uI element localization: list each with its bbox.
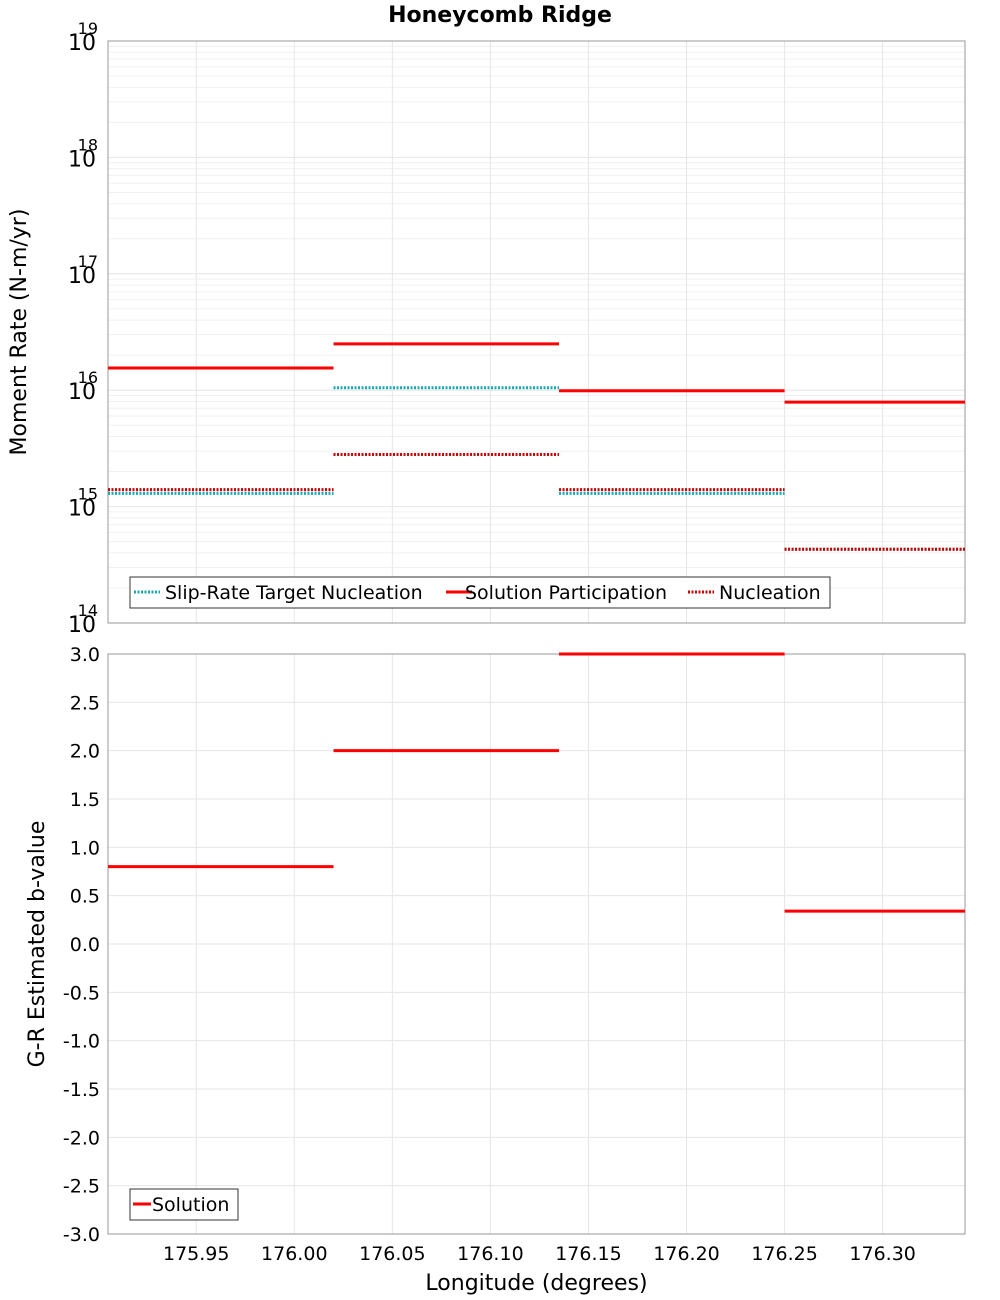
y-tick-label: 10 bbox=[68, 613, 96, 638]
y-tick-label: -2.0 bbox=[63, 1127, 100, 1149]
y-tick-label: -2.5 bbox=[63, 1176, 100, 1198]
x-tick-label: 176.05 bbox=[359, 1243, 425, 1265]
y-tick-label: 3.0 bbox=[70, 644, 100, 666]
legend-label: Slip-Rate Target Nucleation bbox=[165, 582, 423, 604]
legend: Slip-Rate Target Nucleation Solution Part… bbox=[129, 576, 831, 609]
legend: Solution bbox=[129, 1188, 239, 1221]
y-tick-exponent: 18 bbox=[78, 135, 98, 154]
x-tick-label: 176.30 bbox=[849, 1243, 915, 1265]
y-tick-label: 10 bbox=[68, 147, 96, 172]
legend-label: Nucleation bbox=[719, 582, 821, 604]
y-tick-exponent: 15 bbox=[78, 485, 98, 504]
x-tick-label: 175.95 bbox=[163, 1243, 229, 1265]
y-tick-label: 10 bbox=[68, 497, 96, 522]
x-tick-label: 176.00 bbox=[261, 1243, 327, 1265]
y-tick-exponent: 17 bbox=[78, 252, 98, 271]
y-tick-exponent: 16 bbox=[78, 368, 98, 387]
x-tick-label: 176.20 bbox=[653, 1243, 719, 1265]
plot-frame bbox=[107, 40, 966, 624]
x-axis-label: Longitude (degrees) bbox=[425, 1271, 647, 1296]
y-axis-label: G-R Estimated b-value bbox=[25, 821, 50, 1068]
chart-title: Honeycomb Ridge bbox=[388, 3, 612, 28]
legend-label: Solution bbox=[152, 1194, 229, 1216]
y-tick-label: 2.5 bbox=[70, 692, 100, 714]
y-axis-label: Moment Rate (N-m/yr) bbox=[7, 209, 32, 456]
legend-label: Solution Participation bbox=[465, 582, 667, 604]
plot-frame bbox=[107, 653, 966, 1235]
y-tick-label: -1.5 bbox=[63, 1079, 100, 1101]
y-tick-label: 1.5 bbox=[70, 789, 100, 811]
y-tick-label: 0.5 bbox=[70, 886, 100, 908]
y-tick-label: 0.0 bbox=[70, 934, 100, 956]
y-tick-exponent: 14 bbox=[78, 601, 98, 620]
y-tick-label: 10 bbox=[68, 31, 96, 56]
y-tick-label: -3.0 bbox=[63, 1224, 100, 1246]
y-tick-label: 1.0 bbox=[70, 837, 100, 859]
y-tick-exponent: 19 bbox=[78, 19, 98, 38]
y-tick-label: -1.0 bbox=[63, 1031, 100, 1053]
y-tick-label: 10 bbox=[68, 264, 96, 289]
y-tick-label: 10 bbox=[68, 380, 96, 405]
x-tick-label: 176.10 bbox=[457, 1243, 523, 1265]
b-value-panel: 3.0 2.5 2.0 1.5 1.0 0.5 0.0 -0.5 -1.0 -1.5 -2.0 -2.… bbox=[25, 644, 966, 1296]
x-tick-label: 176.15 bbox=[555, 1243, 621, 1265]
x-tick-label: 176.25 bbox=[751, 1243, 817, 1265]
y-tick-label: -0.5 bbox=[63, 982, 100, 1004]
y-tick-label: 2.0 bbox=[70, 741, 100, 763]
